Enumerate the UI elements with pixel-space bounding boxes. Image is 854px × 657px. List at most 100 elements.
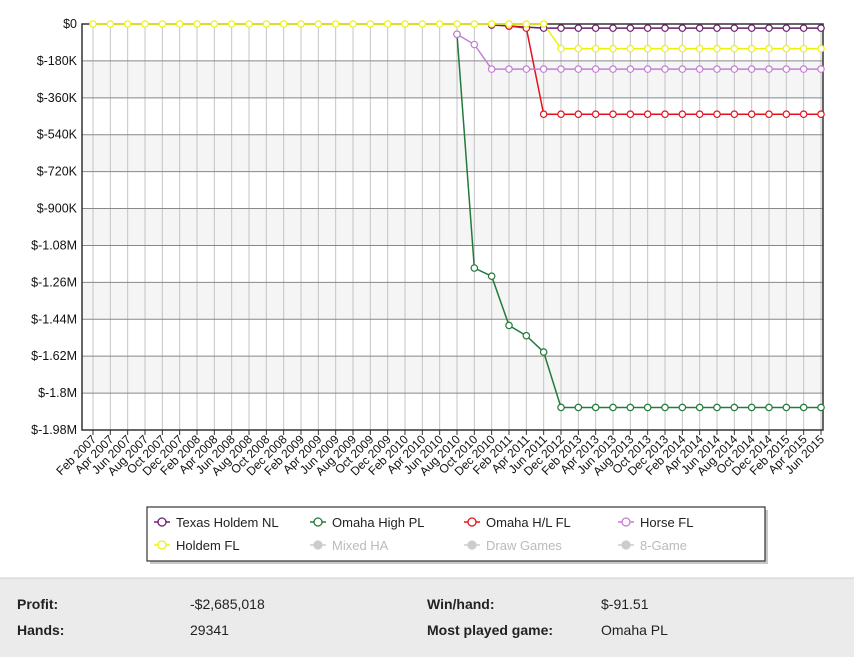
data-point: [539, 348, 548, 356]
data-point: [505, 65, 513, 73]
plot-band: [82, 97, 823, 135]
y-tick-label: $-900K: [37, 202, 78, 216]
data-point: [643, 44, 652, 53]
y-tick-label: $-1.62M: [31, 349, 77, 363]
data-point: [782, 24, 791, 32]
data-point: [643, 24, 652, 32]
data-point: [609, 403, 617, 412]
data-point: [470, 20, 479, 28]
y-tick-label: $-180K: [37, 54, 78, 68]
data-point: [817, 110, 825, 119]
plot-band: [82, 393, 823, 430]
summary-label: Profit:: [17, 596, 58, 612]
summary-label: Most played game:: [427, 622, 553, 638]
data-point: [782, 110, 791, 119]
data-point: [730, 65, 739, 73]
legend-swatch: [157, 540, 167, 550]
data-point: [349, 20, 357, 28]
data-point: [453, 30, 461, 39]
legend-box: [146, 506, 766, 562]
y-tick-label: $0: [63, 17, 77, 31]
legend-swatch: [467, 540, 477, 550]
legend-label: Holdem FL: [176, 538, 240, 553]
legend-label: Draw Games: [486, 538, 562, 553]
data-point: [227, 20, 236, 28]
data-point: [366, 20, 375, 28]
plot-background: [82, 24, 823, 430]
data-point: [799, 65, 808, 73]
legend-swatch: [157, 517, 167, 527]
summary-value: 29341: [190, 622, 229, 638]
legend-swatch: [313, 540, 323, 550]
data-point: [730, 44, 739, 53]
data-point: [747, 65, 756, 73]
data-point: [661, 24, 669, 32]
data-point: [817, 65, 825, 73]
data-point: [713, 403, 721, 412]
data-point: [591, 65, 600, 73]
y-tick-label: $-540K: [37, 128, 78, 142]
data-point: [765, 403, 773, 412]
data-point: [557, 403, 565, 412]
data-point: [643, 403, 652, 412]
data-point: [591, 403, 600, 412]
data-point: [175, 20, 184, 28]
data-point: [678, 65, 687, 73]
plot-band: [82, 24, 823, 61]
data-point: [609, 110, 617, 119]
data-point: [765, 44, 773, 53]
data-point: [626, 110, 635, 119]
data-point: [661, 110, 669, 119]
legend-swatch: [467, 517, 477, 527]
legend-swatch: [621, 517, 631, 527]
data-point: [262, 20, 271, 28]
legend-label: Texas Holdem NL: [176, 515, 279, 530]
data-point: [799, 110, 808, 119]
legend-label: Omaha High PL: [332, 515, 425, 530]
data-point: [435, 20, 444, 28]
plot-band: [82, 319, 823, 357]
data-point: [713, 110, 721, 119]
data-point: [574, 65, 583, 73]
data-point: [279, 20, 288, 28]
data-point: [799, 44, 808, 53]
data-point: [817, 24, 825, 32]
data-point: [123, 20, 132, 28]
data-point: [609, 24, 617, 32]
y-tick-label: $-1.44M: [31, 312, 77, 326]
y-tick-label: $-360K: [37, 91, 78, 105]
data-point: [817, 403, 825, 412]
data-point: [695, 403, 704, 412]
data-point: [661, 65, 669, 73]
data-point: [799, 24, 808, 32]
data-point: [626, 24, 635, 32]
data-point: [539, 20, 548, 28]
legend-swatch: [621, 540, 631, 550]
data-point: [747, 24, 756, 32]
summary-label: Hands:: [17, 622, 64, 638]
data-point: [747, 110, 756, 119]
data-point: [591, 110, 600, 119]
data-point: [678, 403, 687, 412]
data-point: [505, 20, 513, 28]
summary-value: Omaha PL: [601, 622, 668, 638]
legend-label: Mixed HA: [332, 538, 389, 553]
summary-panel: [0, 578, 854, 657]
data-point: [158, 20, 167, 28]
data-point: [193, 20, 201, 28]
data-point: [591, 24, 600, 32]
data-point: [765, 110, 773, 119]
data-point: [695, 110, 704, 119]
data-point: [539, 110, 548, 119]
y-tick-label: $-1.26M: [31, 275, 77, 289]
data-point: [557, 65, 565, 73]
data-point: [799, 403, 808, 412]
data-point: [141, 20, 149, 28]
data-point: [643, 65, 652, 73]
legend-label: Omaha H/L FL: [486, 515, 571, 530]
data-point: [782, 65, 791, 73]
data-point: [470, 264, 479, 272]
summary-value: $-91.51: [601, 596, 649, 612]
data-point: [557, 44, 565, 53]
